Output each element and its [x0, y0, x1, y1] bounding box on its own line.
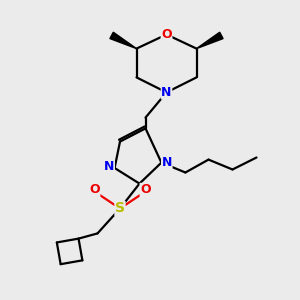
- Text: O: O: [161, 28, 172, 41]
- Text: O: O: [89, 183, 100, 196]
- Text: N: N: [104, 160, 114, 173]
- Text: S: S: [115, 202, 125, 215]
- Polygon shape: [110, 32, 136, 49]
- Text: O: O: [140, 183, 151, 196]
- Text: N: N: [162, 155, 172, 169]
- Polygon shape: [196, 32, 223, 49]
- Text: N: N: [161, 86, 172, 99]
